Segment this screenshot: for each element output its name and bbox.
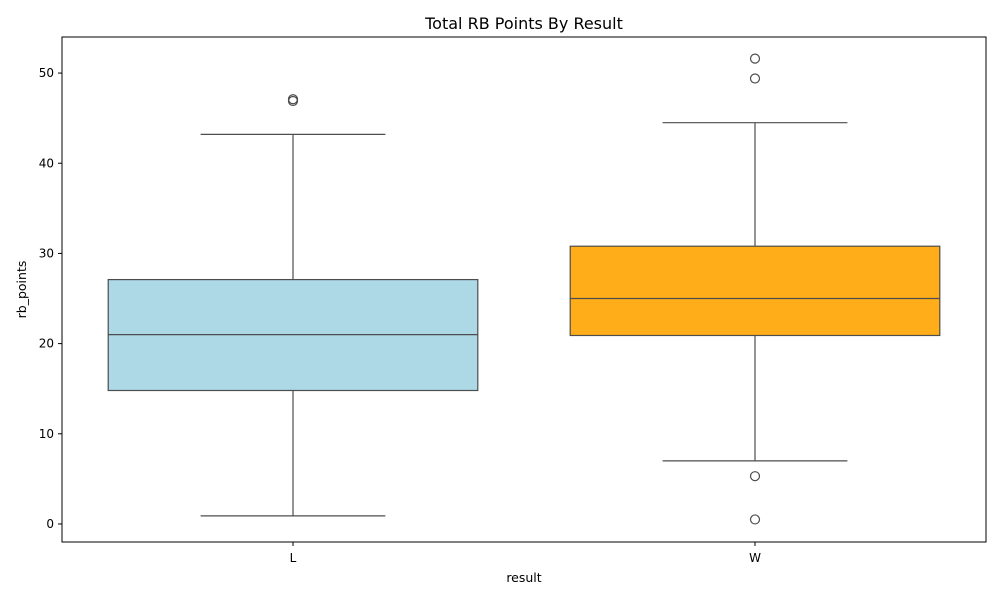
outlier-point bbox=[287, 94, 299, 105]
y-tick-label: 0 bbox=[46, 517, 54, 531]
x-tick-label: L bbox=[290, 551, 297, 565]
plot-area: 0 10 20 30 40 50 L W bbox=[39, 53, 941, 565]
plot-frame bbox=[61, 36, 987, 543]
y-tick-label: 10 bbox=[39, 427, 54, 441]
y-tick-label: 30 bbox=[39, 246, 54, 260]
chart-title: Total RB Points By Result bbox=[424, 14, 623, 33]
y-tick-label: 40 bbox=[39, 156, 54, 170]
box-W bbox=[569, 245, 941, 337]
y-axis-label: rb_points bbox=[14, 261, 29, 319]
outlier-point bbox=[749, 514, 761, 525]
outlier-point bbox=[749, 53, 761, 64]
y-tick-label: 50 bbox=[39, 66, 54, 80]
y-tick-label: 20 bbox=[39, 337, 54, 351]
x-axis-label: result bbox=[506, 570, 541, 585]
outlier-point bbox=[749, 471, 761, 482]
outlier-point bbox=[749, 73, 761, 84]
x-tick-label: W bbox=[749, 551, 761, 565]
